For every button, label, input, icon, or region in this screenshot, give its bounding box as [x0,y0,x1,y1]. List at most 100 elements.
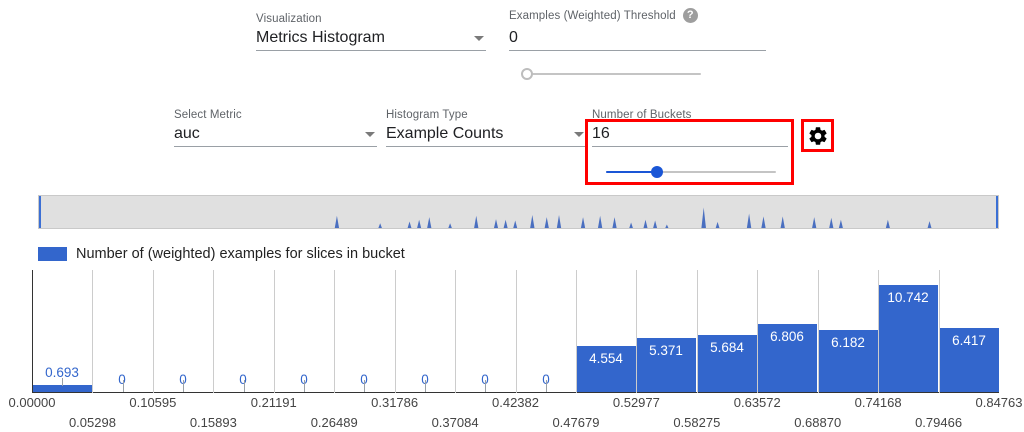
threshold-slider[interactable] [521,66,701,82]
range-selector-handle-right[interactable] [996,196,998,228]
chart-bar-label: 4.554 [589,351,623,366]
minimap-spike [612,217,617,228]
select-metric-label: Select Metric [174,109,242,121]
chart-tick-stub [485,380,486,392]
chart-bar-label: 6.417 [952,333,986,348]
chart-gridline [455,270,456,393]
histogram-type-field: Histogram Type Example Counts [386,108,586,147]
range-selector-sparkline [334,207,932,228]
minimap-spike [474,215,479,228]
chart-bar-label: 0 [274,372,334,387]
chart-tick-stub [244,380,245,392]
chart-plot-area: 0.693000000004.5545.3715.6846.8066.18210… [32,270,999,393]
minimap-spike [761,216,766,228]
number-of-buckets-field: Number of Buckets 16 [592,108,788,147]
chart-gridline [334,270,335,393]
chart-bar[interactable] [819,330,878,392]
visualization-select[interactable]: Metrics Histogram [256,26,486,51]
chart-gridline [274,270,275,393]
chart-bar[interactable] [758,324,817,392]
chart-bar[interactable] [698,335,757,392]
x-axis-line [32,392,999,393]
settings-button[interactable] [803,121,832,150]
chart-bar-label: 6.182 [831,335,865,350]
minimap-spike [378,223,382,228]
buckets-slider-track[interactable] [606,171,776,173]
threshold-input[interactable]: 0 [509,26,766,51]
chart-bar-label: 0 [239,372,247,387]
chart-tick-stub [183,380,184,392]
x-axis-tick-label: 0.74168 [854,395,902,410]
x-axis-tick-label: 0.52977 [612,395,660,410]
chart-bar-label: 0.693 [45,365,79,380]
chevron-down-icon[interactable] [574,131,584,137]
chart-tick-stub [546,380,547,392]
chart-bar[interactable] [577,346,636,392]
x-axis-tick-label: 0.15893 [189,415,237,430]
x-axis-tick-label: 0.31786 [371,395,419,410]
chart-gridline [818,270,819,393]
minimap-spike [701,207,706,228]
chart-bar-label: 10.742 [887,290,929,305]
x-axis-tick-label: 0.84763 [975,395,1023,410]
number-of-buckets-slider[interactable] [606,164,776,180]
x-axis-tick-label: 0.58275 [673,415,721,430]
minimap-spike [427,217,432,228]
threshold-slider-thumb[interactable] [521,68,533,80]
minimap-spike [513,220,518,228]
minimap-spike [715,221,720,228]
y-axis-line [32,270,33,393]
select-metric-value: auc [174,125,200,142]
chart-legend: Number of (weighted) examples for slices… [38,246,405,262]
chart-bar[interactable] [879,285,938,392]
x-axis-tick-label: 0.00000 [8,395,56,410]
chart-bar[interactable] [637,338,696,392]
minimap-spike [927,221,932,228]
histogram-type-value: Example Counts [386,125,504,142]
minimap-spike [407,221,412,228]
chevron-down-icon[interactable] [365,131,375,137]
minimap-spike [493,219,499,228]
histogram-type-select[interactable]: Example Counts [386,122,586,147]
minimap-spike [746,213,752,228]
gear-icon[interactable] [807,125,829,147]
chart-bar-label: 5.371 [649,343,683,358]
chart-gridline [697,270,698,393]
legend-label: Number of (weighted) examples for slices… [76,246,405,262]
chart-bar[interactable] [33,385,92,392]
range-selector-handle-left[interactable] [39,196,41,228]
metrics-histogram-chart[interactable]: 0.693000000004.5545.3715.6846.8066.18210… [32,270,999,393]
chart-gridline [878,270,879,393]
chart-gridline [516,270,517,393]
threshold-slider-track[interactable] [521,73,701,75]
range-selector[interactable] [38,195,999,229]
chevron-down-icon[interactable] [474,35,484,41]
chart-gridline [757,270,758,393]
chart-bar-label: 0 [395,372,455,387]
buckets-slider-thumb[interactable] [651,166,663,178]
chart-gridline [576,270,577,393]
chart-gridline [636,270,637,393]
threshold-label: Examples (Weighted) Threshold [509,9,676,22]
number-of-buckets-value: 16 [592,125,610,142]
x-axis-tick-label: 0.05298 [68,415,116,430]
select-metric-select[interactable]: auc [174,122,377,147]
minimap-spike [448,223,452,228]
legend-swatch [38,247,67,261]
minimap-spike [334,215,340,228]
x-axis-tick-label: 0.68870 [794,415,842,430]
buckets-slider-fill [606,171,657,173]
chart-gridline [153,270,154,393]
help-circle-icon[interactable]: ? [682,8,698,23]
minimap-spike [665,224,669,228]
x-axis-tick-label: 0.21191 [250,395,297,410]
chart-bar[interactable] [940,328,999,392]
x-axis-tick-label: 0.26489 [310,415,358,430]
minimap-spike [653,220,658,228]
chart-bar-label: 0 [153,372,213,387]
minimap-spike [838,219,843,228]
minimap-spike [812,217,817,228]
x-axis-tick-label: 0.37084 [431,415,479,430]
chart-tick-stub [62,378,63,386]
number-of-buckets-input[interactable]: 16 [592,122,788,147]
